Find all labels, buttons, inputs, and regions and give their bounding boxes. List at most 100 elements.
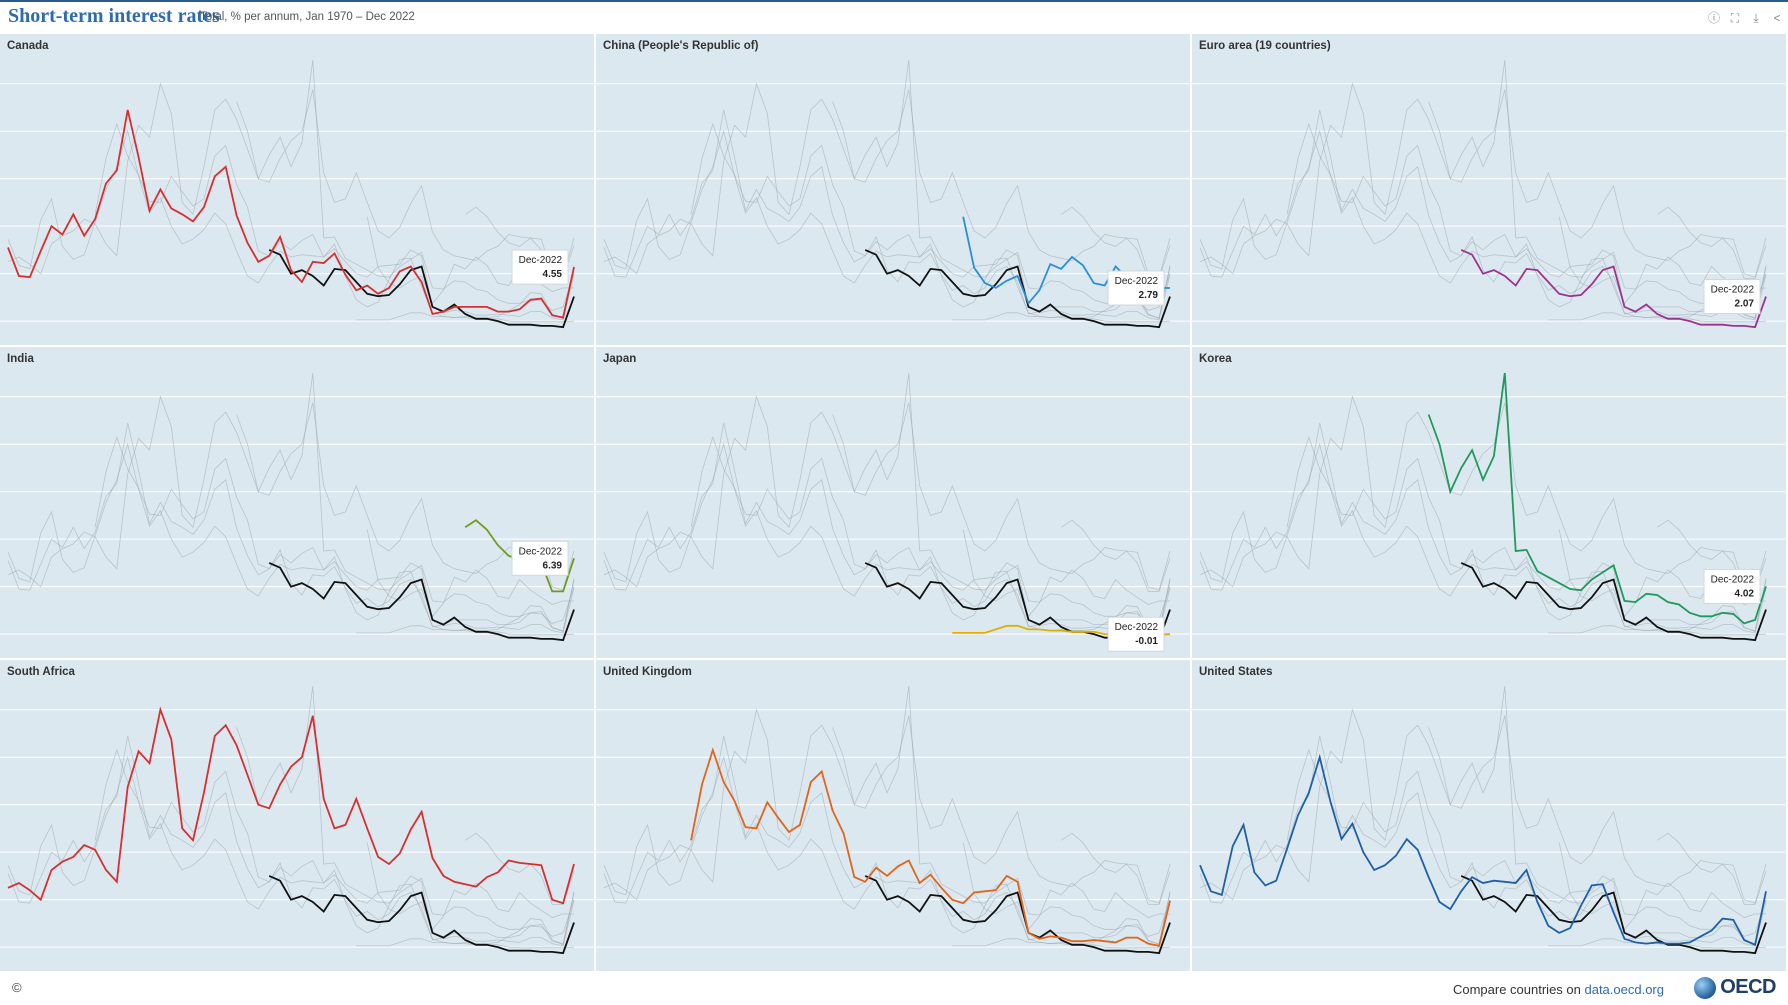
context-series-line bbox=[464, 832, 575, 905]
context-series-line bbox=[356, 938, 575, 949]
context-series-line bbox=[1548, 938, 1767, 949]
context-series-line bbox=[7, 82, 575, 278]
context-series-line bbox=[94, 122, 575, 321]
tag-value: 4.55 bbox=[543, 269, 563, 280]
last-value-tag: Dec-2022 4.55 bbox=[511, 249, 569, 285]
tag-value: 6.39 bbox=[543, 560, 563, 571]
tag-date: Dec-2022 bbox=[519, 255, 563, 266]
context-series-line bbox=[1060, 519, 1171, 592]
context-series-line bbox=[603, 82, 1171, 278]
panel-title: South Africa bbox=[7, 666, 75, 678]
euro-area-reference-line bbox=[268, 249, 575, 329]
context-series-line bbox=[94, 748, 575, 947]
context-series-line bbox=[7, 442, 575, 633]
euro-area-reference-line bbox=[268, 875, 575, 955]
context-series-line bbox=[1286, 748, 1767, 947]
context-series-line bbox=[1199, 129, 1767, 320]
panel-title: United States bbox=[1199, 666, 1273, 678]
context-series-line bbox=[1548, 625, 1767, 636]
tag-date: Dec-2022 bbox=[1711, 285, 1755, 296]
chart-title: Short-term interest rates bbox=[8, 5, 220, 27]
last-value-tag: Dec-2022 -0.01 bbox=[1107, 616, 1165, 652]
panel-plot bbox=[596, 685, 1190, 955]
context-series-line bbox=[832, 372, 1171, 624]
context-series-line bbox=[1428, 685, 1767, 937]
context-series-line bbox=[1199, 82, 1767, 278]
oecd-logo: OECD bbox=[1694, 976, 1776, 999]
tag-box bbox=[511, 540, 569, 576]
context-series-line bbox=[356, 312, 575, 323]
last-value-tag: Dec-2022 2.07 bbox=[1703, 279, 1761, 315]
tag-box bbox=[1703, 568, 1761, 604]
country-series-line bbox=[7, 706, 575, 905]
context-series-line bbox=[603, 442, 1171, 633]
fullscreen-icon[interactable]: ⛶ bbox=[1730, 11, 1740, 25]
country-series-line bbox=[1427, 372, 1767, 625]
data-oecd-link[interactable]: data.oecd.org bbox=[1584, 982, 1664, 997]
context-series-line bbox=[7, 395, 575, 591]
share-icon[interactable]: < bbox=[1773, 11, 1781, 25]
panel-plot bbox=[0, 685, 594, 955]
country-series-line bbox=[690, 747, 1171, 947]
context-series-line bbox=[1199, 442, 1767, 633]
compare-label: Compare countries on bbox=[1452, 982, 1585, 997]
context-series-line bbox=[269, 875, 575, 954]
toolbar: ⓘ ⛶ ⤓ < bbox=[1707, 11, 1784, 25]
context-series-line bbox=[603, 735, 1171, 945]
context-series-line bbox=[7, 755, 575, 946]
tag-date: Dec-2022 bbox=[519, 546, 563, 557]
context-series-line bbox=[952, 938, 1171, 949]
last-value-tag: Dec-2022 6.39 bbox=[511, 540, 569, 576]
panel-plot: Dec-2022 2.07 bbox=[1192, 59, 1786, 329]
context-series-line bbox=[7, 735, 575, 945]
tag-date: Dec-2022 bbox=[1115, 622, 1159, 633]
context-series-line bbox=[603, 109, 1171, 319]
last-value-tag: Dec-2022 4.02 bbox=[1703, 568, 1761, 604]
tag-value: 2.07 bbox=[1735, 299, 1755, 310]
copyright-text: © bbox=[12, 980, 22, 995]
panel-plot: Dec-2022 4.02 bbox=[1192, 372, 1786, 642]
tag-date: Dec-2022 bbox=[1115, 276, 1159, 287]
tag-date: Dec-2022 bbox=[1711, 574, 1755, 585]
download-icon[interactable]: ⤓ bbox=[1753, 11, 1759, 25]
chart-panel: United Kingdom bbox=[596, 660, 1190, 971]
context-series-line bbox=[832, 685, 1171, 937]
panel-plot: Dec-2022 -0.01 bbox=[596, 372, 1190, 652]
country-series-line bbox=[7, 109, 575, 319]
context-series-line bbox=[1656, 206, 1767, 279]
panel-title: Euro area (19 countries) bbox=[1199, 40, 1331, 52]
context-series-line bbox=[962, 529, 1171, 618]
context-series-line bbox=[603, 708, 1171, 904]
info-icon[interactable]: ⓘ bbox=[1707, 11, 1720, 25]
country-series-line bbox=[1199, 753, 1767, 947]
chart-panel: Dec-2022 2.07 Euro area (19 countries) bbox=[1192, 34, 1786, 345]
chart-panel: Dec-2022 6.39 India bbox=[0, 347, 594, 658]
panel-plot bbox=[1192, 685, 1786, 955]
context-series-line bbox=[1199, 708, 1767, 904]
context-series-line bbox=[1060, 832, 1171, 905]
euro-area-reference-line bbox=[864, 249, 1171, 329]
context-series-line bbox=[1558, 842, 1767, 931]
context-series-line bbox=[236, 59, 575, 311]
panel-title: China (People's Republic of) bbox=[603, 40, 759, 52]
chart-panel: Dec-2022 -0.01 Japan bbox=[596, 347, 1190, 658]
tag-box bbox=[1107, 270, 1165, 306]
context-series-line bbox=[1428, 59, 1767, 311]
context-series-line bbox=[94, 435, 575, 634]
chart-panel: Dec-2022 4.02 Korea bbox=[1192, 347, 1786, 658]
context-series-line bbox=[356, 625, 575, 636]
chart-header: Short-term interest rates Total, % per a… bbox=[0, 0, 1788, 34]
logo-text: OECD bbox=[1720, 976, 1776, 998]
tag-value: 2.79 bbox=[1139, 290, 1159, 301]
chart-panel: Dec-2022 2.79 China (People's Republic of) bbox=[596, 34, 1190, 345]
euro-area-reference-line bbox=[268, 562, 575, 642]
context-series-line bbox=[962, 842, 1171, 931]
country-series-line bbox=[1460, 249, 1767, 329]
euro-area-reference-line bbox=[1460, 562, 1767, 642]
panel-title: Japan bbox=[603, 353, 637, 365]
tag-box bbox=[1107, 616, 1165, 652]
panel-title: India bbox=[7, 353, 34, 365]
context-series-line bbox=[603, 129, 1171, 320]
chart-panel: United States bbox=[1192, 660, 1786, 971]
euro-area-reference-line bbox=[864, 875, 1171, 955]
